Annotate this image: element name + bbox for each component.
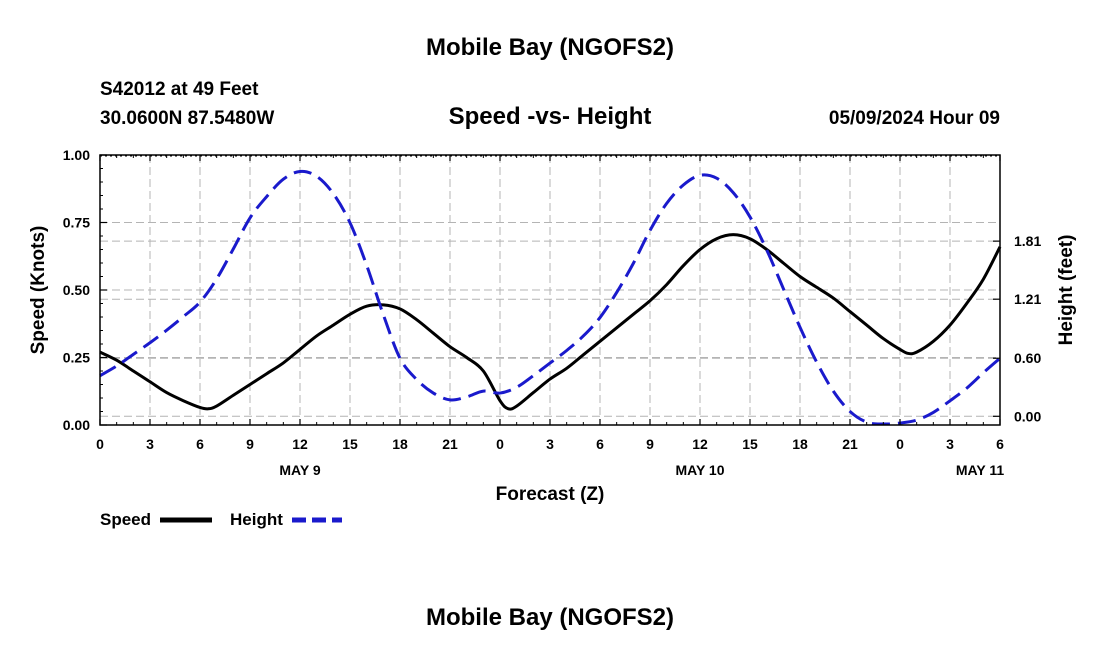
x-tick-label: 15 — [742, 436, 758, 452]
y2-tick-label: 1.81 — [1014, 233, 1041, 249]
chart-subtitle: Speed -vs- Height — [449, 103, 652, 130]
series-speed-line — [99, 233, 1002, 411]
y-tick-label: 0.25 — [63, 350, 90, 366]
y2-axis-label: Height (feet) — [1056, 235, 1077, 346]
y-tick-label: 0.75 — [63, 215, 90, 231]
y-tick-label: 0.00 — [63, 417, 90, 433]
x-axis-label: Forecast (Z) — [496, 484, 605, 505]
x-tick-label: 3 — [546, 436, 554, 452]
x-tick-label: 18 — [792, 436, 808, 452]
x-tick-label: 3 — [946, 436, 954, 452]
y-tick-label: 0.50 — [63, 282, 90, 298]
axes: 0 3 6 9 12 15 18 21 0 3 6 9 12 15 18 21 0 3 6 MAY 9 MAY 10 MA… — [63, 147, 1042, 478]
coordinates-label: 30.0600N 87.5480W — [100, 108, 274, 129]
x-tick-label: 6 — [996, 436, 1004, 452]
legend: Speed Height — [100, 510, 342, 529]
y2-tick-label: 0.00 — [1014, 408, 1041, 424]
series-height-line — [99, 169, 1001, 426]
x-tick-label: 9 — [246, 436, 254, 452]
x-tick-label: 21 — [442, 436, 458, 452]
date-label: MAY 9 — [279, 462, 320, 478]
y-tick-label: 1.00 — [63, 147, 90, 163]
x-tick-label: 0 — [496, 436, 504, 452]
x-tick-label: 18 — [392, 436, 408, 452]
grid — [100, 155, 1000, 425]
chart-title: Mobile Bay (NGOFS2) — [426, 34, 674, 61]
station-label: S42012 at 49 Feet — [100, 79, 259, 100]
x-tick-label: 9 — [646, 436, 654, 452]
x-tick-label: 6 — [196, 436, 204, 452]
y-axis-label: Speed (Knots) — [28, 226, 49, 355]
x-tick-label: 0 — [896, 436, 904, 452]
legend-height-label: Height — [230, 510, 283, 529]
legend-speed-label: Speed — [100, 510, 151, 529]
x-tick-label: 3 — [146, 436, 154, 452]
date-label: MAY 10 — [675, 462, 724, 478]
x-tick-label: 21 — [842, 436, 858, 452]
plot-series — [99, 169, 1002, 426]
date-label: MAY 11 — [956, 462, 1004, 478]
run-time-label: 05/09/2024 Hour 09 — [829, 108, 1000, 129]
x-tick-label: 12 — [692, 436, 708, 452]
x-tick-label: 12 — [292, 436, 308, 452]
y2-tick-label: 1.21 — [1014, 291, 1041, 307]
footer-title: Mobile Bay (NGOFS2) — [426, 604, 674, 631]
x-tick-label: 15 — [342, 436, 358, 452]
y2-tick-label: 0.60 — [1014, 350, 1041, 366]
x-tick-label: 0 — [96, 436, 104, 452]
x-tick-label: 6 — [596, 436, 604, 452]
